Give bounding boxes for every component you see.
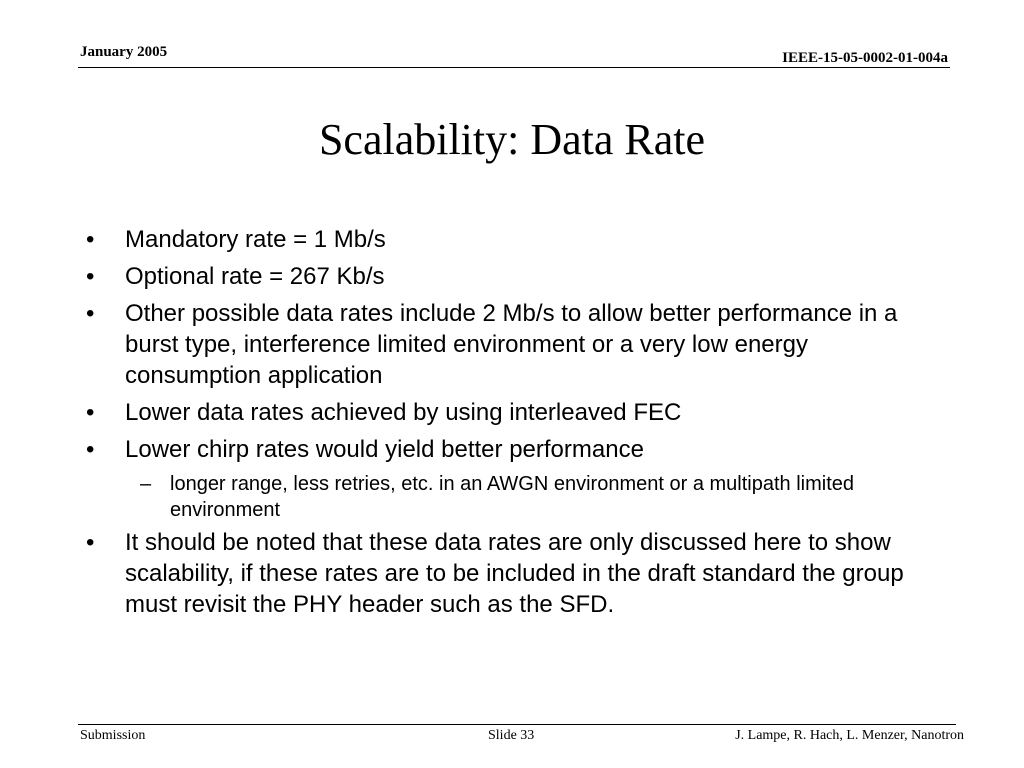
bullet-text: Other possible data rates include 2 Mb/s… <box>125 300 898 389</box>
sub-bullet-item: – longer range, less retries, etc. in an… <box>86 471 946 523</box>
bullet-text: Mandatory rate = 1 Mb/s <box>125 226 386 253</box>
bullet-item: • Optional rate = 267 Kb/s <box>86 261 946 292</box>
bullet-glyph: • <box>86 529 95 556</box>
bullet-glyph: • <box>86 226 95 253</box>
bullet-text: It should be noted that these data rates… <box>125 529 904 618</box>
bullet-text: Optional rate = 267 Kb/s <box>125 263 385 290</box>
bullet-glyph: • <box>86 436 95 463</box>
bullet-text: Lower chirp rates would yield better per… <box>125 436 644 463</box>
slide-title: Scalability: Data Rate <box>318 115 706 164</box>
footer-slide-number: Slide 33 <box>488 728 535 743</box>
header-doc-id: IEEE-15-05-0002-01-004a <box>782 50 948 66</box>
bullet-glyph: • <box>86 399 95 426</box>
sub-bullet-text: longer range, less retries, etc. in an A… <box>170 473 855 521</box>
footer-divider <box>78 724 956 725</box>
sub-bullet-glyph: – <box>140 473 152 495</box>
bullet-glyph: • <box>86 263 95 290</box>
bullet-glyph: • <box>86 300 95 327</box>
header-divider <box>78 67 950 68</box>
bullet-item: • It should be noted that these data rat… <box>86 527 946 620</box>
footer-submission: Submission <box>80 728 146 743</box>
header-date: January 2005 <box>80 44 168 60</box>
bullet-list: • Mandatory rate = 1 Mb/s • Optional rat… <box>86 224 946 626</box>
bullet-item: • Lower data rates achieved by using int… <box>86 397 946 428</box>
bullet-item: • Mandatory rate = 1 Mb/s <box>86 224 946 255</box>
bullet-item: • Other possible data rates include 2 Mb… <box>86 298 946 391</box>
footer-authors: J. Lampe, R. Hach, L. Menzer, Nanotron <box>735 728 964 743</box>
bullet-item: • Lower chirp rates would yield better p… <box>86 434 946 465</box>
bullet-text: Lower data rates achieved by using inter… <box>125 399 682 426</box>
